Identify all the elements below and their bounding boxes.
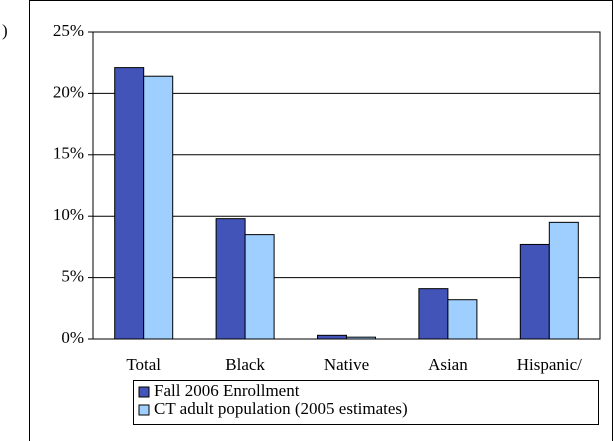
x-tick-label: Hispanic/ xyxy=(517,355,582,374)
bar xyxy=(418,288,449,340)
y-tick-label: 25% xyxy=(53,21,84,40)
x-tick-label: Total xyxy=(126,355,161,374)
x-tick-label: Asian xyxy=(428,355,468,374)
legend-label: Fall 2006 Enrollment xyxy=(154,381,300,400)
annotation: ) xyxy=(2,21,8,40)
y-tick-label: 20% xyxy=(53,82,84,101)
legend-label: CT adult population (2005 estimates) xyxy=(154,399,408,418)
legend-swatch xyxy=(138,386,150,398)
y-tick-label: 10% xyxy=(53,205,84,224)
x-tick-label: Native xyxy=(324,355,369,374)
bar xyxy=(519,243,550,340)
bar xyxy=(244,234,275,340)
chart-frame xyxy=(29,0,613,441)
y-tick-label: 15% xyxy=(53,144,84,163)
bar xyxy=(548,221,579,340)
y-tick-label: 5% xyxy=(61,267,84,286)
bar xyxy=(447,299,478,340)
legend-swatch xyxy=(138,404,150,416)
bar xyxy=(317,334,347,340)
bar xyxy=(346,336,376,340)
legend-box xyxy=(133,380,599,425)
bar xyxy=(215,218,246,340)
x-tick-label: Black xyxy=(225,355,265,374)
bar xyxy=(114,67,145,340)
bar xyxy=(143,75,174,340)
y-tick-label: 0% xyxy=(61,328,84,347)
